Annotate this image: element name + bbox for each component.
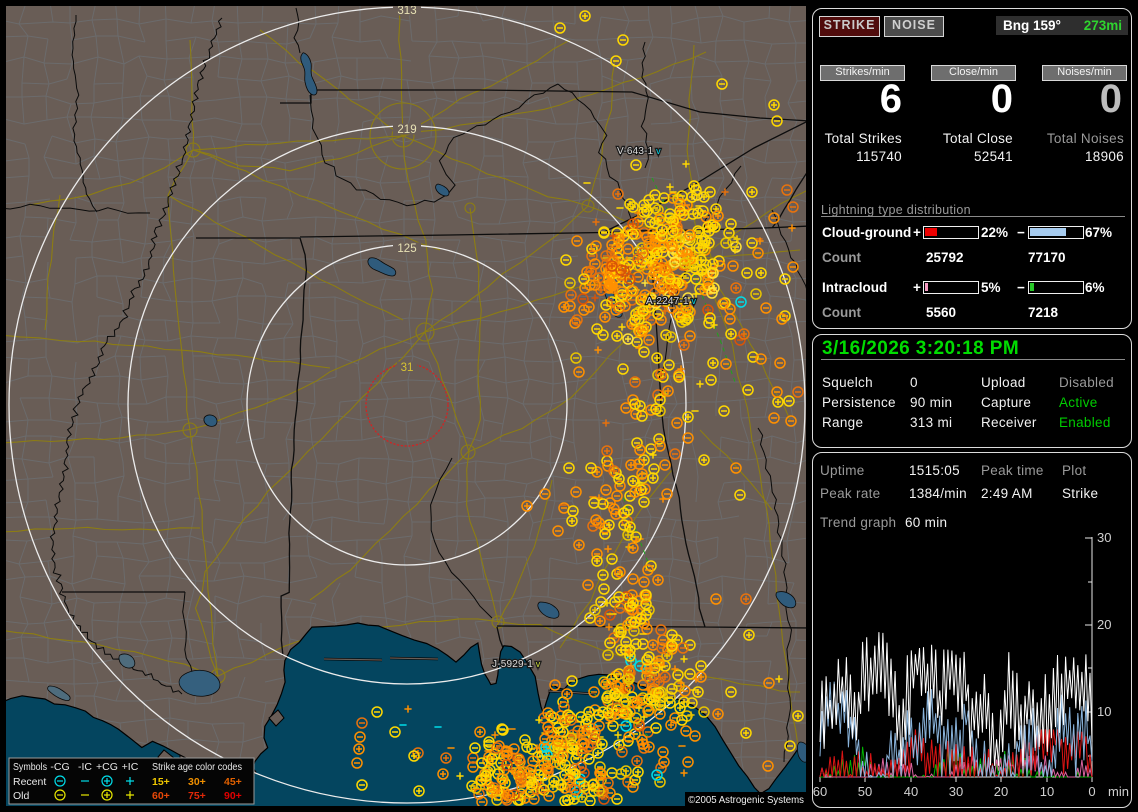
svg-text:©2005 Astrogenic Systems: ©2005 Astrogenic Systems (688, 794, 804, 806)
svg-text:Recent: Recent (13, 776, 46, 788)
svg-text:Symbols: Symbols (13, 761, 47, 773)
svg-text:30: 30 (949, 784, 963, 799)
svg-text:30+: 30+ (188, 776, 206, 788)
svg-text:45+: 45+ (224, 776, 242, 788)
svg-text:A-2247-1 v: A-2247-1 v (646, 296, 696, 307)
svg-text:219: 219 (397, 124, 416, 136)
svg-text:+CG: +CG (96, 761, 118, 773)
svg-text:Strike age color codes: Strike age color codes (152, 761, 242, 773)
svg-text:31: 31 (401, 362, 414, 374)
svg-text:90+: 90+ (224, 790, 242, 802)
svg-text:30: 30 (1097, 530, 1111, 545)
svg-text:75+: 75+ (188, 790, 206, 802)
svg-text:20: 20 (1097, 617, 1111, 632)
svg-text:-CG: -CG (50, 761, 69, 773)
svg-text:Old: Old (13, 790, 30, 802)
svg-text:10: 10 (1040, 784, 1054, 799)
svg-text:+IC: +IC (122, 761, 139, 773)
svg-text:60: 60 (813, 784, 827, 799)
svg-text:J-5929-1 v: J-5929-1 v (492, 659, 541, 670)
svg-text:min: min (1108, 784, 1129, 799)
svg-text:40: 40 (904, 784, 918, 799)
svg-text:15+: 15+ (152, 776, 170, 788)
svg-text:313: 313 (397, 5, 416, 17)
svg-text:125: 125 (397, 243, 416, 255)
svg-text:20: 20 (994, 784, 1008, 799)
svg-text:-IC: -IC (78, 761, 92, 773)
svg-text:0: 0 (1088, 784, 1095, 799)
svg-text:50: 50 (858, 784, 872, 799)
svg-text:60+: 60+ (152, 790, 170, 802)
svg-text:10: 10 (1097, 704, 1111, 719)
svg-text:V-643-1 v: V-643-1 v (617, 146, 661, 157)
